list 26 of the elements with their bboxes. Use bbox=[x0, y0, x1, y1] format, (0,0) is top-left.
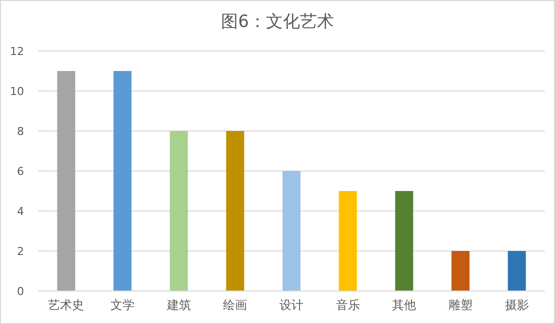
x-tick-label: 设计 bbox=[280, 298, 304, 312]
bar bbox=[282, 171, 301, 291]
bar bbox=[57, 71, 76, 291]
y-tick-label: 0 bbox=[17, 285, 24, 298]
x-tick-label: 艺术史 bbox=[48, 298, 84, 312]
x-tick-label: 绘画 bbox=[223, 298, 248, 312]
x-tick-label: 建筑 bbox=[166, 298, 191, 312]
y-tick-label: 10 bbox=[10, 85, 24, 98]
bar bbox=[338, 191, 357, 291]
x-tick-label: 文学 bbox=[110, 298, 134, 312]
chart-title: 图6：文化艺术 bbox=[221, 12, 334, 32]
y-tick-label: 4 bbox=[17, 205, 24, 218]
bar bbox=[170, 131, 188, 291]
bar bbox=[451, 251, 470, 291]
x-tick-label: 摄影 bbox=[504, 298, 529, 312]
y-tick-label: 6 bbox=[17, 165, 24, 178]
bar bbox=[113, 71, 132, 291]
y-tick-label: 8 bbox=[17, 125, 24, 138]
y-tick-label: 2 bbox=[17, 245, 24, 258]
x-tick-label: 音乐 bbox=[336, 298, 360, 312]
bar bbox=[395, 191, 414, 291]
bar bbox=[508, 251, 526, 291]
x-tick-label: 雕塑 bbox=[448, 298, 472, 312]
bar bbox=[226, 131, 244, 291]
x-tick-label: 其他 bbox=[392, 298, 416, 312]
y-tick-label: 12 bbox=[10, 45, 24, 58]
